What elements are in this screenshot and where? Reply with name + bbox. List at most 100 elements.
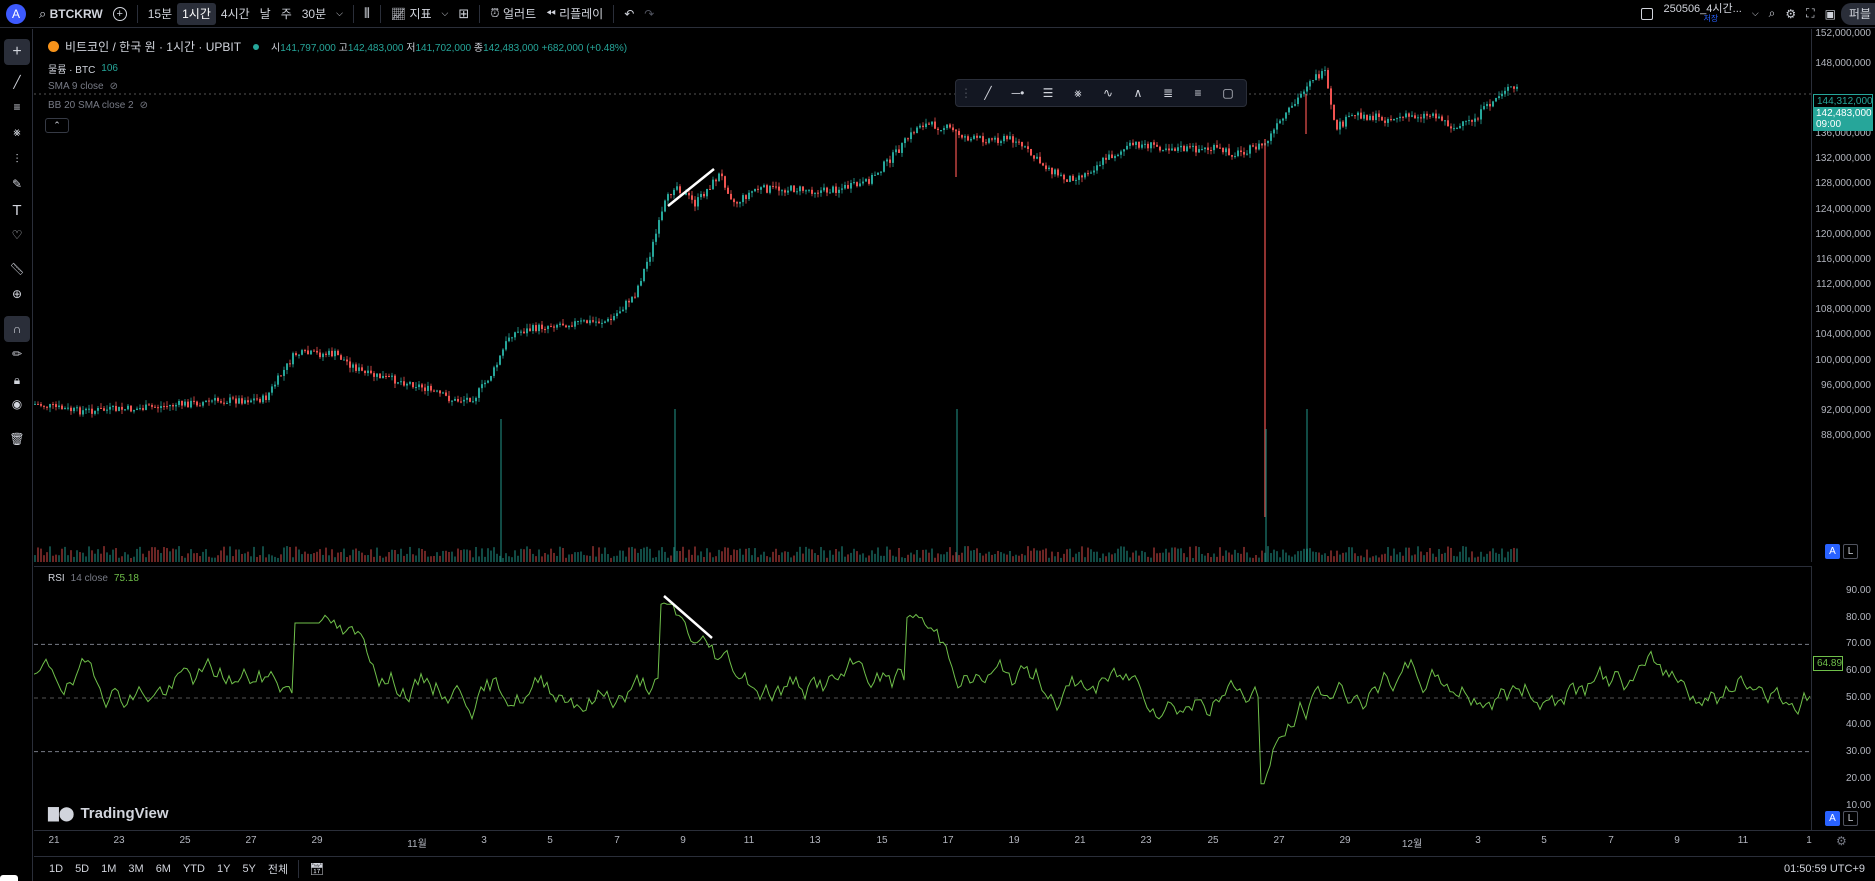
fib-retracement-icon[interactable]: ≣ xyxy=(1162,86,1174,100)
clock[interactable]: 01:50:59 UTC+9 xyxy=(1783,863,1865,875)
horizontal-ray-icon[interactable]: ─• xyxy=(1011,86,1025,100)
rectangle-icon[interactable]: ▢ xyxy=(1222,86,1234,100)
price-chart-pane[interactable] xyxy=(34,29,1811,562)
undo-button[interactable]: ↶ xyxy=(619,3,639,25)
zoom-tool[interactable]: ⊕ xyxy=(4,281,30,307)
interval-4h[interactable]: 4시간 xyxy=(220,7,250,21)
time-axis-settings-icon[interactable]: ⚙︎ xyxy=(1836,834,1847,848)
tradingview-watermark[interactable]: ▇⬤ TradingView xyxy=(48,805,169,822)
rsi-pane[interactable] xyxy=(33,566,1811,831)
publish-button[interactable]: 퍼블 xyxy=(1840,2,1875,25)
user-rsi-trendline[interactable] xyxy=(663,595,713,639)
candle-body xyxy=(610,318,612,321)
range-button-5y[interactable]: 5Y xyxy=(242,863,256,875)
icon-tool[interactable]: ♡ xyxy=(4,222,30,248)
parallel-channel-icon[interactable]: ☰ xyxy=(1042,86,1054,100)
candle-body xyxy=(562,323,564,326)
symbol-search-button[interactable]: ⌕ BTCKRW xyxy=(34,3,108,25)
text-tool[interactable]: T xyxy=(4,197,30,223)
interval-dropdown[interactable]: ⌵ xyxy=(331,3,348,25)
bb-legend[interactable]: BB 20 SMA close 2 ⊘ xyxy=(48,100,148,111)
range-button-6m[interactable]: 6M xyxy=(155,863,171,875)
rsi-auto-scale-button[interactable]: A xyxy=(1825,811,1840,826)
range-button-1m[interactable]: 1M xyxy=(101,863,117,875)
interval-day[interactable]: 날 xyxy=(259,7,271,21)
sma-legend[interactable]: SMA 9 close ⊘ xyxy=(48,81,118,92)
interval-week[interactable]: 주 xyxy=(280,7,292,21)
magnet-tool[interactable]: ∩ xyxy=(4,316,30,342)
pitchfork-icon[interactable]: ⨳ xyxy=(1074,85,1082,100)
rsi-chart[interactable] xyxy=(33,567,1811,831)
layout-checkbox[interactable] xyxy=(1636,3,1658,25)
high-value: 142,483,000 xyxy=(347,43,404,54)
volume-bar xyxy=(748,548,750,562)
fib-extension-icon[interactable]: ≡ xyxy=(1194,86,1202,100)
volume-bar xyxy=(1072,557,1074,562)
candlestick-chart[interactable] xyxy=(34,29,1811,562)
range-button-3m[interactable]: 3M xyxy=(128,863,144,875)
layout-name-button[interactable]: 250506_4시간... 저장 xyxy=(1658,2,1746,26)
compare-symbol-button[interactable]: + xyxy=(108,3,132,25)
trendline-tool[interactable]: ╱ xyxy=(4,69,30,95)
fullscreen-button[interactable]: ⛶ xyxy=(1801,3,1819,25)
volume-bar xyxy=(145,557,147,562)
rsi-log-scale-button[interactable]: L xyxy=(1843,811,1858,826)
screenshot-button[interactable]: ▣ xyxy=(1820,3,1841,25)
date-range-button[interactable]: 📅︎ xyxy=(304,858,329,880)
pattern-tool[interactable]: ⨳ xyxy=(4,119,30,145)
hide-drawings-tool[interactable]: ◉ xyxy=(4,391,30,417)
candle-body xyxy=(889,159,891,163)
volume-bar xyxy=(766,556,768,562)
eye-off-icon[interactable]: ⊘ xyxy=(109,81,118,92)
settings-button[interactable]: ⚙︎ xyxy=(1780,3,1801,25)
ruler-tool[interactable]: 📏︎ xyxy=(4,256,30,282)
trendline-icon[interactable]: ╱ xyxy=(984,86,992,100)
remove-drawings-tool[interactable]: 🗑︎ xyxy=(4,426,30,452)
user-trendline[interactable] xyxy=(667,168,715,207)
candle-body xyxy=(403,381,405,386)
layout-dropdown[interactable]: ⌵ xyxy=(1747,3,1764,25)
elliott-wave-icon[interactable]: ∿ xyxy=(1102,86,1114,100)
fib-tool[interactable]: ≡ xyxy=(4,94,30,120)
range-button-1d[interactable]: 1D xyxy=(49,863,64,875)
rsi-legend[interactable]: RSI 14 close 75.18 xyxy=(48,573,139,584)
eye-off-icon[interactable]: ⊘ xyxy=(139,100,148,111)
log-scale-button[interactable]: L xyxy=(1843,544,1858,559)
projection-tool[interactable]: ⫶ xyxy=(4,146,30,172)
indicators-dropdown[interactable]: ⌵ xyxy=(437,3,454,25)
candle-body xyxy=(982,136,984,143)
range-button-전체[interactable]: 전체 xyxy=(267,864,289,876)
volume-bar xyxy=(514,550,516,562)
brush-tool[interactable]: ✎ xyxy=(4,171,30,197)
range-button-5d[interactable]: 5D xyxy=(75,863,90,875)
replay-button[interactable]: ⏪︎ 리플레이 xyxy=(541,3,608,25)
rsi-axis[interactable]: 90.00 80.00 70.00 60.00 50.00 40.00 30.00 20.00… xyxy=(1811,566,1875,830)
templates-button[interactable]: ⊞ xyxy=(453,3,474,25)
drag-handle-icon[interactable]: ⋮ xyxy=(960,86,972,100)
abcd-pattern-icon[interactable]: ∧ xyxy=(1133,86,1143,100)
volume-bar xyxy=(34,555,36,562)
collapse-legend-button[interactable]: ⌃ xyxy=(45,118,69,133)
time-axis-label: 11 xyxy=(743,835,755,846)
interval-15m[interactable]: 15분 xyxy=(147,7,173,21)
volume-legend[interactable]: 물륨 · BTC 106 xyxy=(48,61,118,76)
chart-type-button[interactable]: ⫴ xyxy=(359,3,375,25)
crosshair-tool[interactable]: + xyxy=(4,39,30,65)
time-axis[interactable]: 21 23 25 27 29 11월 3 5 7 9 11 13 15 17 19 21 23 25 27 29 12월… xyxy=(34,830,1875,852)
panel-toggle[interactable] xyxy=(0,875,18,881)
interval-1h[interactable]: 1시간 xyxy=(177,2,216,25)
keep-drawing-tool[interactable]: ✏︎ xyxy=(4,341,30,367)
user-avatar[interactable]: A xyxy=(6,3,26,24)
auto-scale-button[interactable]: A xyxy=(1825,544,1840,559)
redo-button[interactable]: ↷ xyxy=(639,3,659,25)
candle-body xyxy=(1063,174,1065,180)
alert-button[interactable]: ⏰︎ 얼러트 xyxy=(485,3,541,25)
candle-body xyxy=(1453,128,1455,130)
lock-drawings-tool[interactable]: 🔒︎ xyxy=(4,367,30,393)
indicators-button[interactable]: 📈︎ 지표 xyxy=(386,3,437,25)
interval-30m[interactable]: 30분 xyxy=(301,7,327,21)
quick-search-button[interactable]: ⌕ xyxy=(1764,3,1781,25)
range-button-ytd[interactable]: YTD xyxy=(182,863,205,875)
symbol-title[interactable]: 비트코인 / 한국 원 · 1시간 · UPBIT xyxy=(65,40,242,54)
range-button-1y[interactable]: 1Y xyxy=(216,863,231,875)
